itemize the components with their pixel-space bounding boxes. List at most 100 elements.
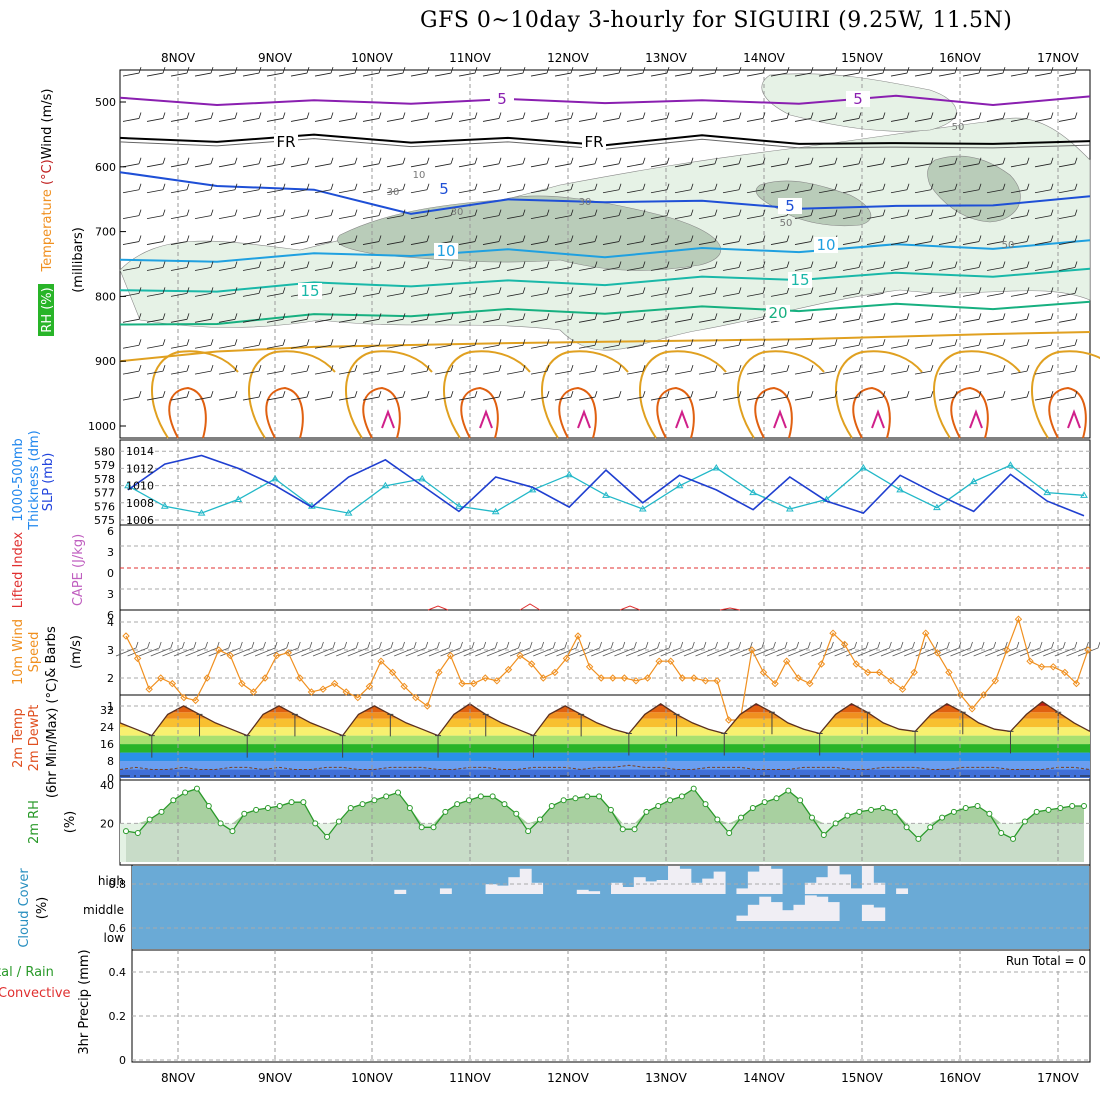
wind-barb <box>842 66 862 77</box>
side-label-part: 1000-500mb <box>11 438 26 522</box>
wind-barb <box>938 235 958 245</box>
wind10m-barb <box>428 641 452 657</box>
wind-barb <box>410 157 430 168</box>
thickness-point <box>381 481 390 489</box>
rh2m-point <box>808 814 815 821</box>
wind-barb <box>194 365 214 375</box>
wind-barb <box>866 209 886 220</box>
wind-barb <box>602 235 622 245</box>
side-label-part: (6hr Min/Max) (°C) <box>45 678 60 798</box>
wind-barb <box>386 183 406 194</box>
rh2m-point <box>276 803 283 810</box>
wind10m-point <box>504 665 513 674</box>
wind-barb <box>986 287 1006 297</box>
wind-barb <box>434 66 454 77</box>
wind-barb <box>866 339 886 349</box>
contour-label: 5 <box>497 90 507 108</box>
rh2m-point <box>749 804 756 811</box>
wind-barb <box>842 339 862 349</box>
wind-barb <box>506 157 526 168</box>
rh2m-point <box>182 789 189 796</box>
contour-label-bg <box>434 243 458 259</box>
wind-barb <box>914 287 934 297</box>
side-label-part: (°C) <box>40 159 55 185</box>
wind10m-point <box>122 632 130 640</box>
wind10m-barb <box>695 641 718 657</box>
wind-barb <box>1010 66 1030 77</box>
wind-barb <box>626 183 646 194</box>
rh2m-point <box>217 820 224 827</box>
wind-barb <box>770 66 790 77</box>
slp-tick-label: 1012 <box>126 462 154 475</box>
wind-barb <box>410 183 430 194</box>
wind-barb <box>266 112 286 122</box>
temp-band <box>120 761 1090 770</box>
wind-barb <box>122 157 142 168</box>
wind10m-barb <box>324 641 348 657</box>
top-date-label: 11NOV <box>449 51 491 65</box>
wind10m-barb <box>1043 641 1066 657</box>
wind-barb <box>458 157 478 168</box>
wind-barb <box>314 390 334 401</box>
rh2m-point <box>1021 818 1028 825</box>
cloud-cell <box>816 877 829 894</box>
wind10m-point <box>991 677 999 685</box>
temp-band <box>120 769 1090 778</box>
rh2m-point <box>253 806 260 813</box>
wind10m-barb <box>637 641 660 657</box>
wind-barb <box>410 365 430 375</box>
wind-barb <box>962 261 982 271</box>
wind-barb <box>362 287 382 297</box>
wind-barb <box>722 235 742 245</box>
wind-barb <box>626 365 646 375</box>
rh2m-point <box>891 808 898 815</box>
wind-barb <box>218 261 238 271</box>
wind-barb <box>1034 261 1054 271</box>
wind-barb <box>866 313 886 323</box>
wind-barb <box>170 209 190 220</box>
wind-barb <box>842 209 862 220</box>
temp-band <box>120 744 1090 753</box>
wind10m-point <box>585 663 594 671</box>
cloud-cell <box>668 866 680 894</box>
wind-barb <box>290 112 310 122</box>
slp-panel-border <box>119 439 1091 526</box>
wind10m-point <box>933 649 942 657</box>
wind-barb <box>890 390 910 401</box>
wind10m-barb <box>938 641 962 657</box>
cloud-cell <box>736 915 749 921</box>
wind-barb <box>506 261 526 271</box>
hot-contour-line <box>656 386 695 439</box>
wind-barb <box>1058 287 1078 297</box>
contour-label: 10 <box>413 170 426 181</box>
rh2m-point <box>678 793 685 800</box>
side-label-part: Temperature <box>40 185 55 272</box>
wind10m-barb <box>834 641 857 657</box>
wind-barb <box>218 235 238 245</box>
wind-barb <box>314 339 334 349</box>
temp-minmax-whisker <box>864 711 871 735</box>
wind-barb <box>506 183 526 194</box>
thickness-point <box>1006 461 1015 468</box>
wind-barb <box>938 183 958 194</box>
hot-contour-line <box>950 386 989 439</box>
chart-title: GFS 0~10day 3-hourly for SIGUIRI (9.25W,… <box>420 8 1013 33</box>
wind-barb <box>458 390 478 401</box>
wind-barb <box>698 261 718 271</box>
cloud-cell <box>747 904 760 921</box>
hottest-contour-line <box>871 409 885 429</box>
contour-label-bg <box>582 134 606 150</box>
wind10m-point <box>898 685 907 693</box>
rh2m-point <box>868 806 875 813</box>
wind-barb <box>650 209 670 220</box>
wind-barb <box>530 339 550 349</box>
hot-contour-line <box>1048 386 1087 439</box>
wind10m-barb <box>672 641 695 657</box>
thickness-tick-label: 577 <box>94 487 115 500</box>
wind10m-point <box>597 674 605 682</box>
wind-barb <box>794 261 814 271</box>
wind-barb <box>266 365 286 375</box>
wind10m-tick-label: 4 <box>107 616 114 629</box>
wind-barb <box>698 339 718 349</box>
thickness-point <box>528 485 537 493</box>
